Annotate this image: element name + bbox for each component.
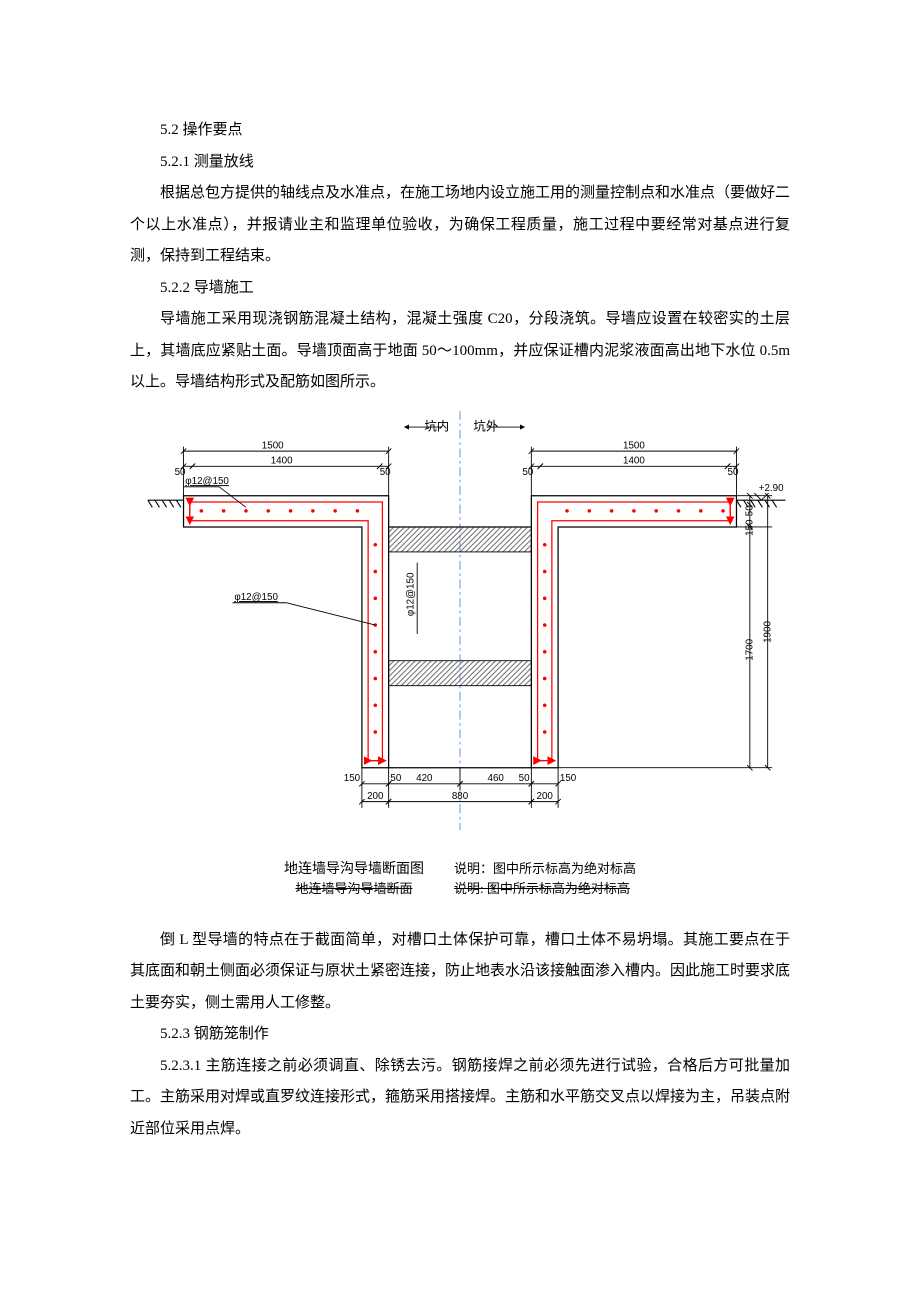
rebar-vert-label: φ12@150 [406, 572, 417, 616]
svg-text:420: 420 [416, 773, 433, 784]
diagram-note-prefix: 说明： [454, 861, 493, 876]
svg-text:φ12@150: φ12@150 [234, 592, 278, 603]
svg-text:1400: 1400 [271, 455, 293, 466]
svg-text:50: 50 [728, 467, 739, 478]
svg-text:200: 200 [537, 790, 554, 801]
rebar-callout-side: φ12@150 [233, 592, 376, 625]
svg-text:1900: 1900 [762, 620, 773, 642]
svg-text:50: 50 [519, 773, 530, 784]
dim-bottom: 150 50 420 460 50 150 200 880 200 [344, 767, 577, 807]
heading-5-2-3: 5.2.3 钢筋笼制作 [130, 1019, 790, 1051]
left-guide-wall-outline [184, 495, 389, 767]
diagram-note-text: 图中所示标高为绝对标高 [493, 861, 636, 876]
svg-text:50: 50 [380, 467, 391, 478]
diagram-caption-main: 地连墙导沟导墙断面图 [284, 858, 424, 878]
ground-left [148, 500, 184, 507]
paragraph-5-2-2: 导墙施工采用现浇钢筋混凝土结构，混凝土强度 C20，分段浇筑。导墙应设置在较密实… [130, 304, 790, 399]
elevation-label: +2.90 [759, 483, 784, 494]
diagram-note-strike: 说明: 图中所示标高为绝对标高 [454, 878, 636, 897]
hatch-top [389, 526, 532, 551]
svg-text:50: 50 [175, 467, 186, 478]
svg-text:880: 880 [452, 790, 469, 801]
right-rebar [538, 501, 731, 760]
svg-text:1400: 1400 [623, 455, 645, 466]
dim-right: 50 150 1700 1900 [558, 495, 773, 767]
right-guide-wall-outline [531, 495, 736, 767]
heading-5-2: 5.2 操作要点 [130, 115, 790, 147]
left-rebar [190, 501, 383, 760]
rebar-callout-top: φ12@150 [184, 476, 246, 507]
paragraph-5-2-2b: 倒 L 型导墙的特点在于截面简单，对槽口土体保护可靠，槽口土体不易坍塌。其施工要… [130, 925, 790, 1020]
page: 5.2 操作要点 5.2.1 测量放线 根据总包方提供的轴线点及水准点，在施工场… [0, 0, 920, 1302]
svg-text:50: 50 [522, 467, 533, 478]
guide-wall-diagram: 坑内 坑外 1500 50 1400 50 [130, 411, 790, 897]
hatch-bottom [389, 660, 532, 685]
svg-text:φ12@150: φ12@150 [185, 476, 229, 487]
label-pit-inside: 坑内 [424, 418, 449, 433]
svg-text:1500: 1500 [623, 440, 645, 451]
paragraph-5-2-3-1: 5.2.3.1 主筋连接之前必须调直、除锈去污。钢筋接焊之前必须先进行试验，合格… [130, 1051, 790, 1146]
svg-text:1500: 1500 [262, 440, 284, 451]
svg-text:50: 50 [390, 773, 401, 784]
dim-top-left: 1500 50 1400 50 [175, 440, 392, 495]
svg-text:1700: 1700 [745, 638, 756, 660]
heading-5-2-1: 5.2.1 测量放线 [130, 147, 790, 179]
svg-text:200: 200 [367, 790, 384, 801]
label-pit-outside: 坑外 [473, 418, 498, 433]
dim-top-right: 1500 50 1400 50 [522, 440, 739, 495]
heading-5-2-2: 5.2.2 导墙施工 [130, 273, 790, 305]
diagram-caption-row: 地连墙导沟导墙断面图 地连墙导沟导墙断面 说明：图中所示标高为绝对标高 说明: … [130, 858, 790, 897]
svg-text:150: 150 [344, 773, 361, 784]
diagram-caption-sub: 地连墙导沟导墙断面 [284, 878, 424, 897]
svg-text:150: 150 [560, 773, 577, 784]
svg-text:460: 460 [487, 773, 504, 784]
paragraph-5-2-1: 根据总包方提供的轴线点及水准点，在施工场地内设立施工用的测量控制点和水准点（要做… [130, 178, 790, 273]
